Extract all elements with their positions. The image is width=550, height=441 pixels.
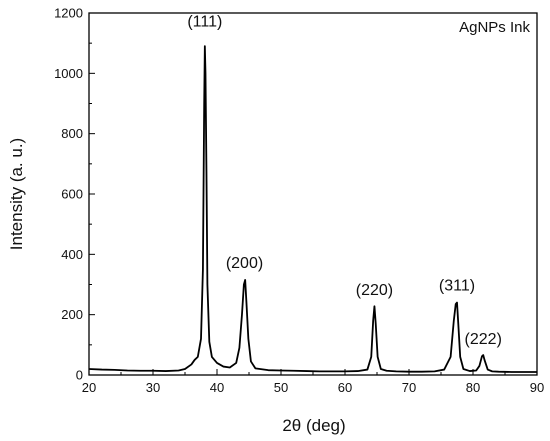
plot-frame [88, 12, 538, 376]
x-tick-label: 90 [530, 380, 544, 395]
peak-label: (222) [465, 331, 502, 348]
x-tick-label: 70 [402, 380, 416, 395]
x-tick-label: 40 [210, 380, 224, 395]
x-axis-title: 2θ (deg) [282, 416, 345, 435]
peak-label: (200) [226, 255, 263, 272]
x-tick-label: 60 [338, 380, 352, 395]
x-tick-label: 50 [274, 380, 288, 395]
plot-area: 20 30 40 50 60 70 80 90 0 200 400 600 800 1000 1200 (11… [54, 6, 544, 396]
peak-label: (220) [356, 282, 393, 299]
x-tick-label: 80 [466, 380, 480, 395]
y-tick-label: 200 [61, 307, 83, 322]
series-line-0 [88, 45, 537, 373]
y-tick-label: 0 [76, 368, 83, 383]
x-tick-label: 30 [146, 380, 160, 395]
y-tick-label: 800 [61, 126, 83, 141]
y-tick-label: 1200 [54, 6, 83, 21]
x-tick-label: 20 [82, 380, 96, 395]
y-tick-label: 600 [61, 187, 83, 202]
y-tick-label: 1000 [54, 66, 83, 81]
peak-label: (311) [439, 278, 475, 295]
legend-label: AgNPs Ink [459, 19, 530, 36]
y-tick-label: 400 [61, 247, 83, 262]
peak-label: (111) [187, 14, 222, 31]
y-axis-title: Intensity (a. u.) [7, 138, 26, 250]
